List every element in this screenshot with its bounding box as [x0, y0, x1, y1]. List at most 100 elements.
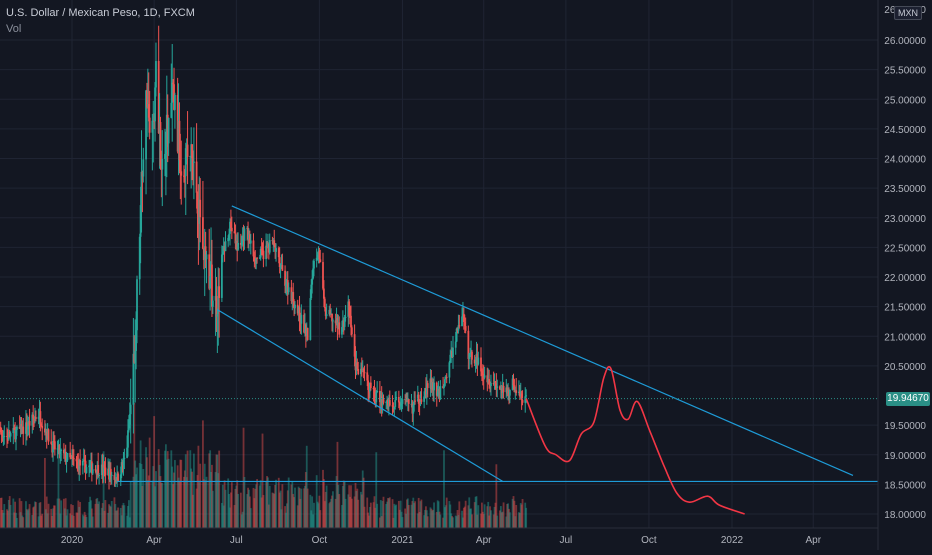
candle-body [501, 385, 504, 393]
volume-indicator-label[interactable]: Vol [6, 23, 22, 35]
volume-bar [174, 460, 176, 528]
volume-bar [468, 497, 471, 528]
candle-body [69, 452, 72, 458]
projection-path[interactable] [525, 365, 745, 515]
candle-body [44, 431, 47, 433]
currency-button[interactable]: MXN [894, 6, 922, 20]
price-axis[interactable]: 26.00000 25.50000 25.00000 24.50000 24.00000… [878, 0, 932, 550]
candle-body [347, 301, 350, 317]
trendline[interactable] [217, 309, 503, 482]
price-axis-bg[interactable] [878, 0, 932, 550]
candle-body [278, 257, 281, 268]
candle-body [234, 233, 237, 244]
candle-body [154, 87, 156, 122]
volume-bar [57, 446, 60, 528]
volume-bar [347, 494, 350, 528]
volume-bar [72, 505, 74, 528]
candle-body [393, 406, 396, 410]
volume-bar [334, 498, 337, 528]
volume-bar [508, 508, 510, 528]
volume-bar [88, 501, 91, 528]
candle-body [294, 304, 296, 309]
volume-bar [129, 481, 132, 528]
volume-bar [341, 485, 344, 528]
volume-bar [372, 502, 375, 528]
volume-bar [361, 470, 364, 528]
candle-body [228, 233, 230, 238]
volume-bar [180, 459, 183, 528]
candle-body [39, 411, 42, 424]
candle-body [94, 469, 97, 471]
candle-body [40, 423, 43, 426]
candle-body [306, 327, 309, 340]
volume-bar [305, 445, 308, 528]
volume-bar [218, 450, 221, 528]
volume-bar [439, 514, 442, 528]
time-axis-bg[interactable] [0, 528, 932, 550]
candle-body [110, 474, 113, 476]
candle-body [343, 317, 346, 327]
volume-bar [94, 503, 97, 528]
candle-body [265, 245, 268, 260]
volume-bar [451, 516, 454, 528]
volume-bar [431, 510, 434, 528]
volume-bar [19, 512, 22, 528]
candle-body [100, 464, 103, 476]
candle-body [205, 254, 208, 260]
candle-body [108, 468, 110, 480]
volume-bar [398, 509, 401, 528]
candle-body [285, 280, 288, 285]
volume-bar [28, 504, 31, 528]
y-tick-label: 18.00000 [884, 510, 926, 521]
candle-body [70, 457, 72, 459]
volume-bar [324, 491, 327, 528]
volume-bar [154, 486, 156, 528]
trendline[interactable] [231, 205, 854, 477]
volume-bar [518, 512, 521, 528]
volume-bar [214, 472, 217, 528]
candle-body [419, 399, 422, 405]
candle-body [227, 237, 230, 242]
candle-body [223, 246, 226, 252]
candle-body [452, 347, 454, 357]
candle-body [91, 469, 94, 474]
volume-bar [184, 454, 187, 528]
volume-bar [256, 479, 258, 528]
candle-body [59, 449, 62, 455]
candle-body [220, 254, 223, 298]
volume-bar [158, 464, 161, 528]
y-tick-label: 25.50000 [884, 66, 926, 77]
volume-bar [127, 505, 129, 528]
candle-body [433, 382, 435, 391]
volume-bar [222, 505, 225, 528]
volume-bar [397, 500, 400, 528]
volume-bar [72, 515, 75, 528]
candle-body [442, 386, 444, 388]
symbol-title[interactable]: U.S. Dollar / Mexican Peso, 1D, FXCM [6, 7, 195, 19]
candle-body [350, 327, 353, 335]
volume-bar [462, 517, 464, 528]
volume-bar [100, 507, 103, 528]
volume-bar [442, 517, 444, 528]
drawings[interactable] [0, 205, 878, 515]
candle-body [33, 418, 35, 420]
volume-bar [179, 459, 182, 528]
candle-body [173, 84, 175, 110]
volume-bar [499, 510, 501, 528]
candle-body [97, 465, 100, 476]
candle-body [386, 399, 389, 402]
volume-bar [211, 464, 213, 528]
volume-bar [490, 510, 492, 528]
candle-body [349, 315, 351, 317]
volume-bar [37, 516, 40, 528]
candle-body [76, 461, 79, 463]
candle-body [388, 400, 391, 406]
candle-body [482, 374, 485, 378]
candle-body [198, 199, 201, 224]
candle-body [52, 441, 54, 453]
volume-bar [469, 508, 472, 528]
volume-bar [253, 498, 256, 528]
